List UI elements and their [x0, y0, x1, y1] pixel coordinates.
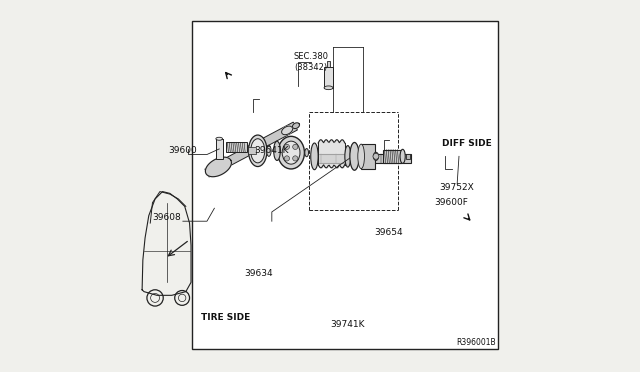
FancyBboxPatch shape: [406, 154, 410, 159]
Ellipse shape: [282, 141, 300, 164]
Ellipse shape: [373, 152, 378, 160]
Ellipse shape: [345, 145, 351, 167]
Text: 39752X: 39752X: [440, 183, 474, 192]
Ellipse shape: [400, 149, 405, 163]
Polygon shape: [292, 123, 300, 129]
FancyBboxPatch shape: [226, 142, 246, 152]
Polygon shape: [205, 122, 298, 177]
FancyBboxPatch shape: [324, 67, 333, 88]
FancyBboxPatch shape: [361, 144, 375, 169]
Circle shape: [284, 144, 289, 150]
Text: 39654: 39654: [374, 228, 403, 237]
Circle shape: [292, 156, 298, 161]
Ellipse shape: [216, 137, 223, 140]
Ellipse shape: [311, 143, 318, 170]
Polygon shape: [282, 126, 292, 135]
Ellipse shape: [358, 144, 364, 169]
Ellipse shape: [248, 135, 267, 167]
FancyBboxPatch shape: [192, 21, 498, 349]
Ellipse shape: [251, 139, 265, 163]
Text: 39641K: 39641K: [255, 146, 289, 155]
FancyBboxPatch shape: [312, 154, 411, 163]
Text: 39608: 39608: [152, 213, 180, 222]
Text: DIFF SIDE: DIFF SIDE: [442, 139, 492, 148]
Text: TIRE SIDE: TIRE SIDE: [201, 313, 250, 322]
Ellipse shape: [267, 145, 271, 156]
FancyBboxPatch shape: [326, 61, 330, 67]
Text: R396001B: R396001B: [456, 338, 496, 347]
Text: 39634: 39634: [244, 269, 273, 278]
Polygon shape: [205, 157, 232, 177]
Text: 39600: 39600: [168, 146, 197, 155]
Ellipse shape: [350, 142, 359, 170]
Ellipse shape: [305, 148, 308, 157]
Text: 39600F: 39600F: [435, 198, 468, 207]
Circle shape: [284, 156, 289, 161]
Ellipse shape: [324, 86, 333, 90]
Ellipse shape: [278, 137, 305, 169]
FancyBboxPatch shape: [216, 139, 223, 159]
Ellipse shape: [274, 141, 280, 160]
Circle shape: [373, 153, 379, 159]
Circle shape: [292, 144, 298, 150]
FancyBboxPatch shape: [383, 150, 401, 163]
Text: SEC.380
(38342): SEC.380 (38342): [293, 52, 328, 71]
Text: 39741K: 39741K: [330, 321, 365, 330]
FancyBboxPatch shape: [248, 147, 256, 154]
